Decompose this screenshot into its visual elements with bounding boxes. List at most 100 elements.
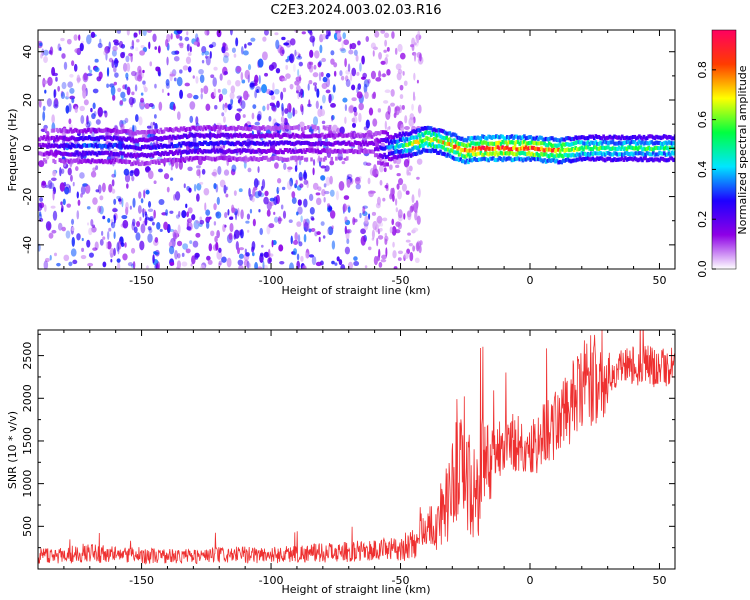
spectrogram-signal-cell <box>280 150 284 155</box>
spectrogram-signal-cell <box>561 142 565 147</box>
spectrogram-signal-cell <box>74 137 77 142</box>
spectrogram-signal-cell <box>470 148 473 153</box>
spectrogram-speckle <box>351 117 356 123</box>
spectrogram-speckle <box>199 219 205 225</box>
spectrogram-signal-cell <box>616 152 619 157</box>
spectrogram-signal-cell <box>175 144 178 149</box>
spectrogram-signal-cell <box>523 134 526 139</box>
spectrogram-speckle <box>411 103 414 111</box>
spectrogram-speckle <box>106 241 112 250</box>
spectrogram-signal-cell <box>415 135 419 140</box>
spectrogram-signal-cell <box>269 133 273 138</box>
spectrogram-speckle <box>216 230 220 239</box>
spectrogram-signal-cell <box>662 134 666 139</box>
spectrogram-signal-cell <box>333 148 337 153</box>
spectrogram-signal-cell <box>109 160 113 165</box>
spectrogram-signal-cell <box>642 134 646 139</box>
spectrogram-speckle <box>392 241 395 248</box>
spectrogram-signal-cell <box>189 133 192 138</box>
spectrogram-signal-cell <box>602 139 605 144</box>
spectrogram-signal-cell <box>540 158 543 163</box>
spectrogram-signal-cell <box>512 140 515 145</box>
spectrogram-signal-cell <box>117 152 121 157</box>
spectrogram-speckle <box>314 50 320 59</box>
spectrogram-signal-cell <box>641 151 644 156</box>
spectrogram-speckle <box>403 158 410 168</box>
spectrogram-signal-cell <box>100 144 104 149</box>
spectrogram-speckle <box>204 50 210 56</box>
spectrogram-signal-cell <box>167 128 170 133</box>
spectrogram-speckle <box>124 242 127 248</box>
spectrogram-signal-cell <box>353 132 357 137</box>
spectrogram-speckle <box>192 75 195 79</box>
spectrogram-signal-cell <box>111 144 114 149</box>
spectrogram-signal-cell <box>613 151 616 156</box>
spectrogram-speckle <box>39 211 42 217</box>
spectrogram-speckle <box>110 85 116 96</box>
spectrogram-signal-cell <box>102 160 105 165</box>
spectrogram-signal-cell <box>450 143 453 148</box>
spectrogram-signal-cell <box>63 143 66 148</box>
spectrogram-speckle <box>384 232 388 237</box>
spectrogram-speckle <box>186 43 190 52</box>
spectrogram-speckle <box>225 193 229 198</box>
spectrogram-speckle <box>382 197 386 202</box>
spectrogram-signal-cell <box>319 133 323 138</box>
spectrogram-signal-cell <box>86 158 90 163</box>
spectrogram-signal-cell <box>276 126 279 131</box>
spectrogram-signal-cell <box>397 133 400 138</box>
spectrogram-speckle <box>123 168 130 176</box>
spectrogram-signal-cell <box>86 128 90 133</box>
spectrogram-signal-cell <box>137 146 141 151</box>
spectrogram-speckle <box>38 99 42 108</box>
spectrogram-signal-cell <box>78 144 82 149</box>
spectrogram-signal-cell <box>207 133 211 138</box>
spectrogram-signal-cell <box>151 153 155 158</box>
spectrogram-signal-cell <box>125 137 128 142</box>
spectrogram-signal-cell <box>580 157 584 162</box>
spectrogram-signal-cell <box>451 149 455 154</box>
spectrogram-signal-cell <box>128 130 132 135</box>
spectrogram-signal-cell <box>459 157 462 162</box>
spectrogram-signal-cell <box>164 158 167 163</box>
spectrogram-signal-cell <box>631 152 635 157</box>
spectrogram-speckle <box>371 229 375 239</box>
spectrogram-speckle <box>275 67 281 74</box>
spectrogram-signal-cell <box>636 158 640 163</box>
spectrogram-speckle <box>291 197 297 204</box>
spectrogram-signal-cell <box>498 146 501 151</box>
spectrogram-signal-cell <box>549 142 553 147</box>
spectrogram-signal-cell <box>453 150 456 155</box>
spectrogram-signal-cell <box>610 135 613 140</box>
spectrogram-signal-cell <box>165 158 169 163</box>
spectrogram-signal-cell <box>400 133 403 138</box>
spectrogram-xtick-label: 50 <box>652 274 666 287</box>
spectrogram-signal-cell <box>644 147 647 152</box>
spectrogram-signal-cell <box>314 149 318 154</box>
spectrogram-speckle <box>364 265 368 269</box>
spectrogram-speckle <box>281 77 287 82</box>
spectrogram-speckle <box>240 100 246 110</box>
spectrogram-signal-cell <box>543 158 546 163</box>
spectrogram-signal-cell <box>106 135 110 140</box>
spectrogram-signal-cell <box>613 134 616 139</box>
spectrogram-speckle <box>142 30 147 37</box>
spectrogram-signal-cell <box>655 152 658 157</box>
spectrogram-speckle <box>105 241 108 249</box>
spectrogram-speckle <box>42 80 48 85</box>
spectrogram-signal-cell <box>262 149 265 154</box>
spectrogram-signal-cell <box>274 142 278 147</box>
spectrogram-signal-cell <box>170 136 174 141</box>
spectrogram-speckle <box>390 187 394 198</box>
spectrogram-signal-cell <box>294 141 298 146</box>
spectrogram-signal-cell <box>422 143 425 148</box>
spectrogram-speckle <box>389 226 393 234</box>
spectrogram-speckle <box>353 256 358 261</box>
spectrogram-signal-cell <box>106 127 110 132</box>
spectrogram-speckle <box>226 79 232 86</box>
spectrogram-signal-cell <box>492 141 495 146</box>
spectrogram-speckle <box>120 242 125 247</box>
spectrogram-speckle <box>303 233 307 243</box>
spectrogram-signal-cell <box>260 126 264 131</box>
spectrogram-signal-cell <box>377 138 380 143</box>
